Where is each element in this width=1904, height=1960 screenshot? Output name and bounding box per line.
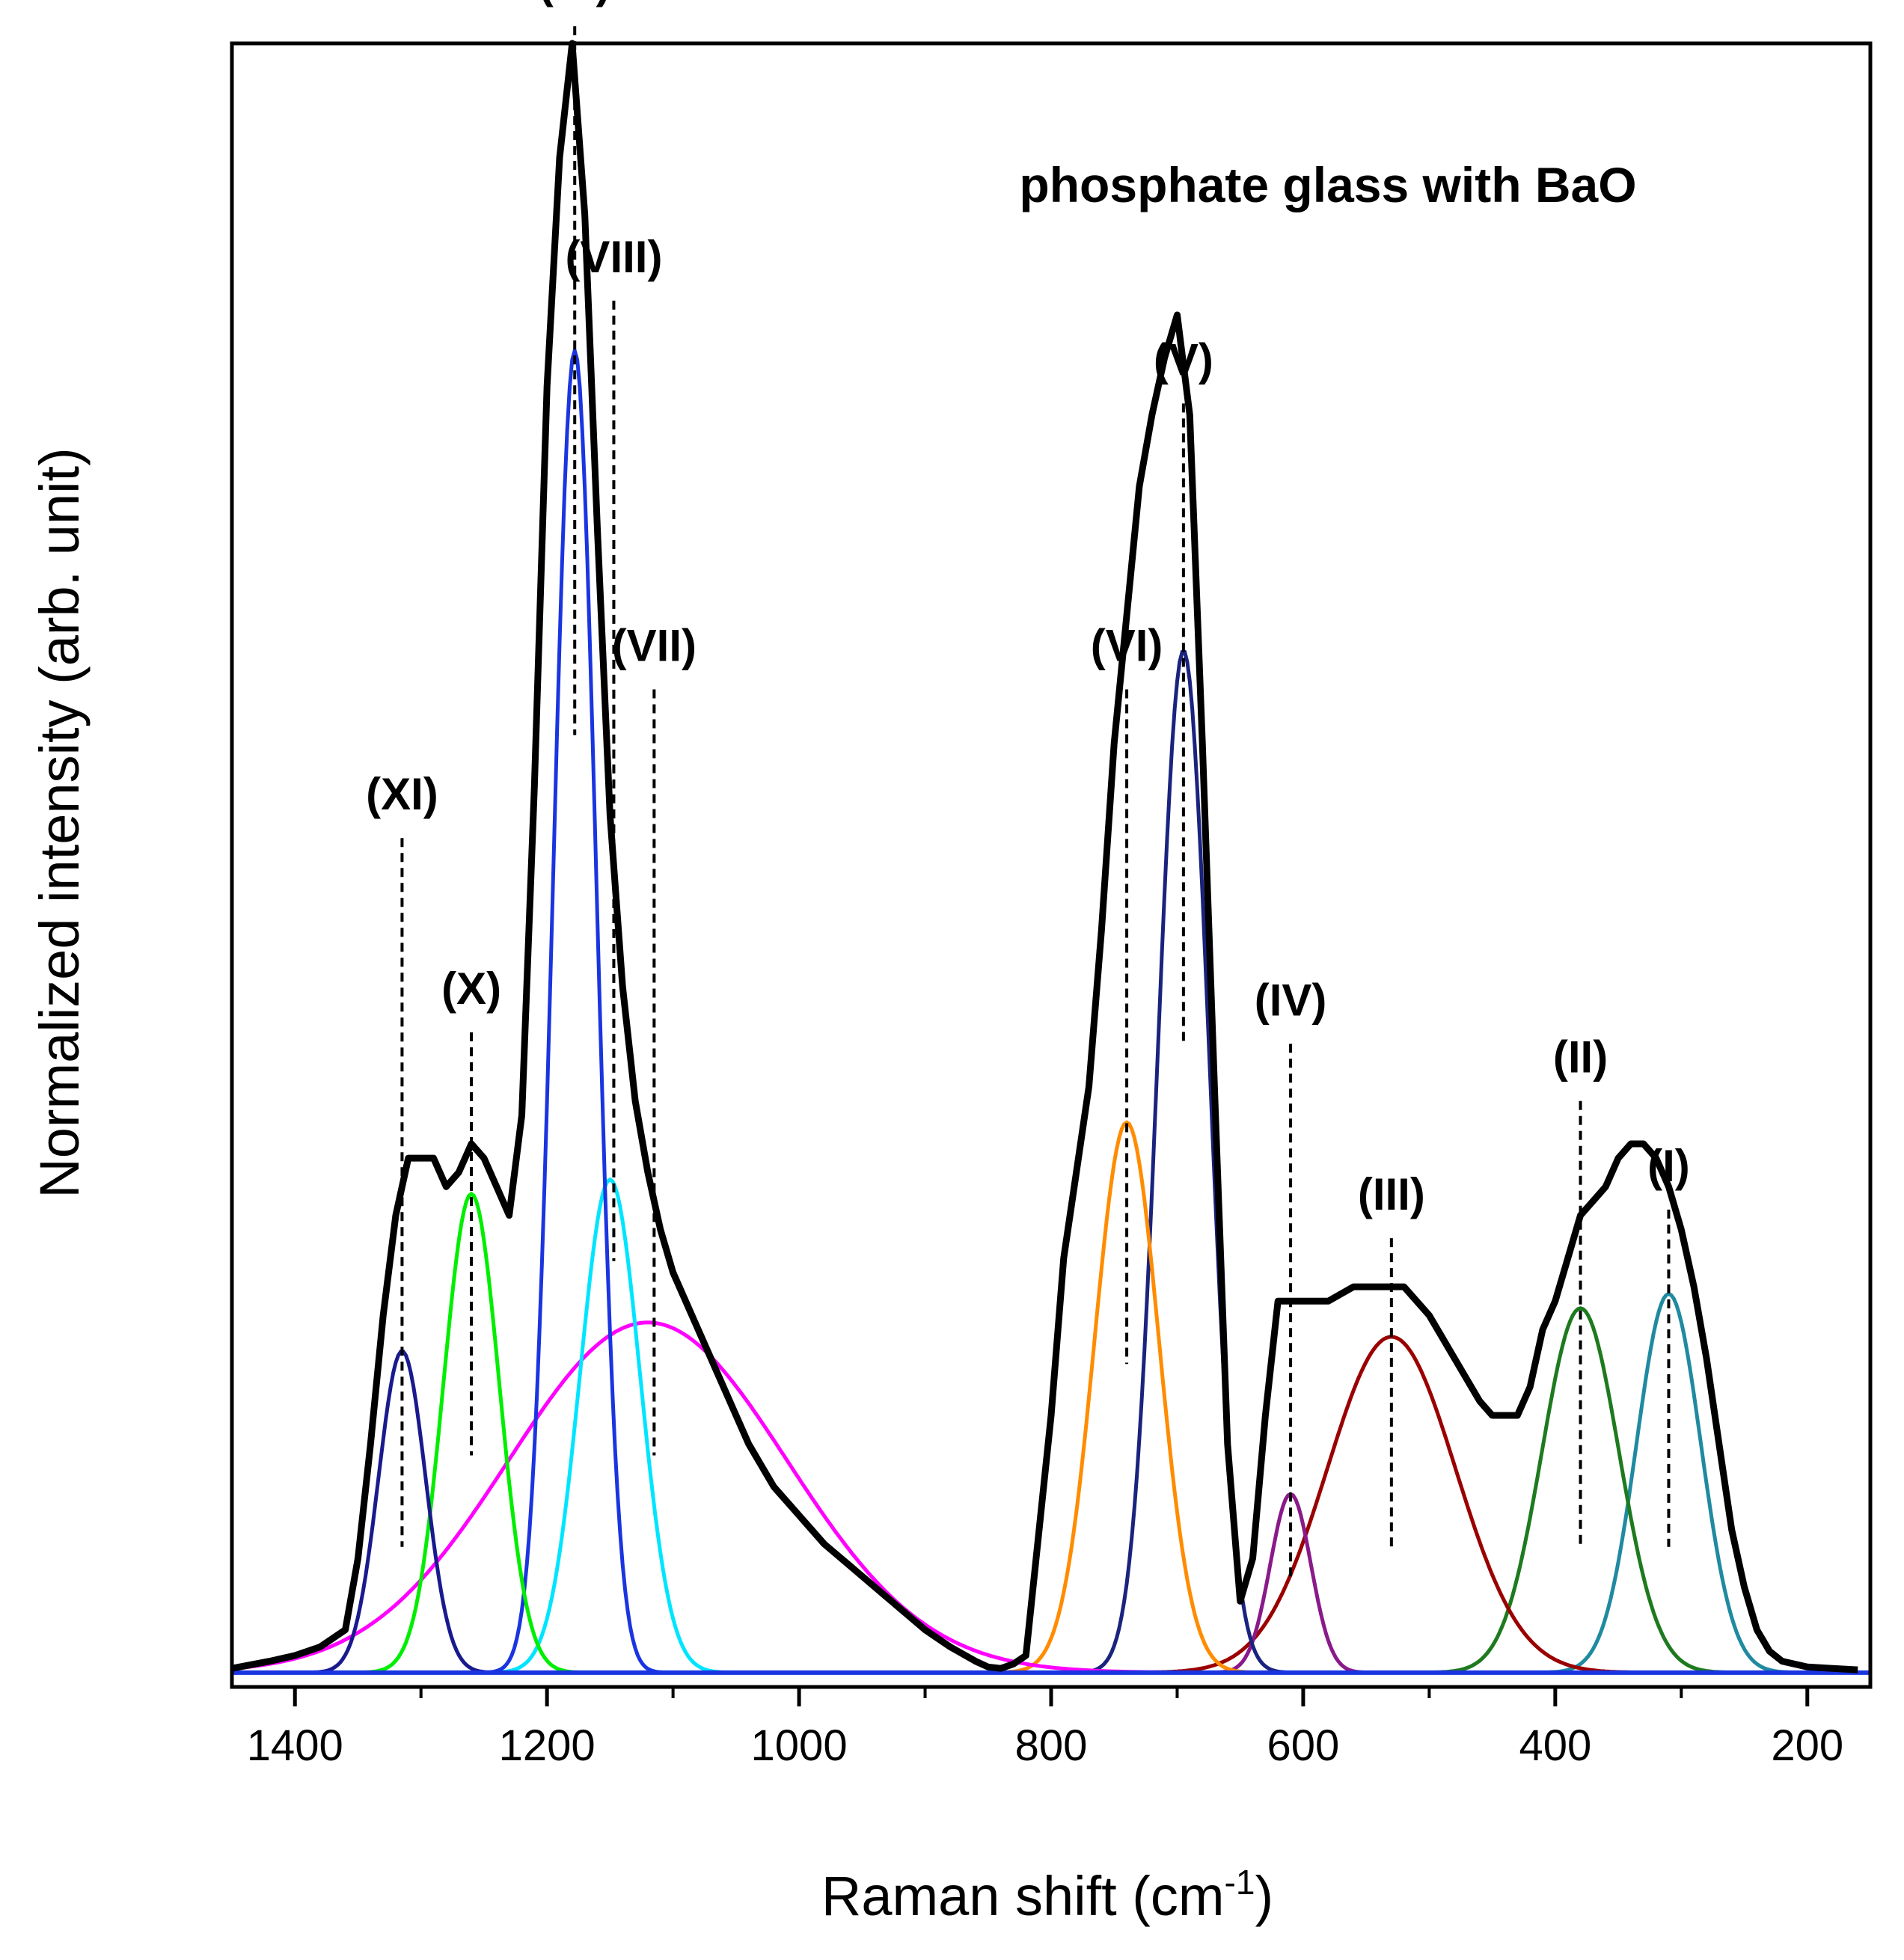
peak-label-i: (I): [1647, 1141, 1690, 1191]
x-tick-label: 800: [1015, 1721, 1088, 1770]
peak-label-ix: (IX): [539, 0, 611, 7]
x-axis-ticks: 1400 1200 1000 800 600 400 200: [247, 1687, 1843, 1770]
x-tick-label: 1400: [247, 1721, 343, 1770]
component-curve-ii: [232, 1306, 1870, 1675]
x-tick-label: 200: [1771, 1721, 1843, 1770]
measured-spectrum-line: [231, 40, 1858, 1673]
x-tick-label: 600: [1267, 1721, 1340, 1770]
peak-label-viii: (VIII): [565, 232, 662, 282]
x-tick-label: 1200: [499, 1721, 596, 1770]
fit-components: [231, 343, 1870, 1675]
measured-spectrum-layer: [231, 40, 1858, 1673]
peak-markers: (I) (II) (III) (IV) (V) (VI) (VII) (VIII) (IX) (X…: [366, 0, 1690, 1581]
x-tick-label: 1000: [751, 1721, 848, 1770]
x-axis-title-sup: -1: [1225, 1863, 1255, 1902]
peak-label-vi: (VI): [1091, 621, 1163, 671]
x-tick-label: 400: [1519, 1721, 1591, 1770]
peak-label-iv: (IV): [1255, 975, 1327, 1025]
y-axis-title: Normalized intensity (arb. unit): [28, 447, 91, 1198]
x-axis-title: Raman shift (cm-1): [821, 1863, 1273, 1927]
peak-label-x: (X): [441, 964, 501, 1014]
x-axis-title-suffix: ): [1255, 1865, 1273, 1927]
peak-label-vii: (VII): [612, 621, 697, 671]
chart-title: phosphate glass with BaO: [1019, 157, 1636, 212]
peak-label-xi: (XI): [366, 769, 438, 819]
x-axis-title-main: Raman shift (cm: [821, 1865, 1225, 1927]
peak-label-ii: (II): [1553, 1032, 1608, 1082]
peak-label-v: (V): [1154, 334, 1213, 385]
peak-label-iii: (III): [1358, 1169, 1425, 1219]
